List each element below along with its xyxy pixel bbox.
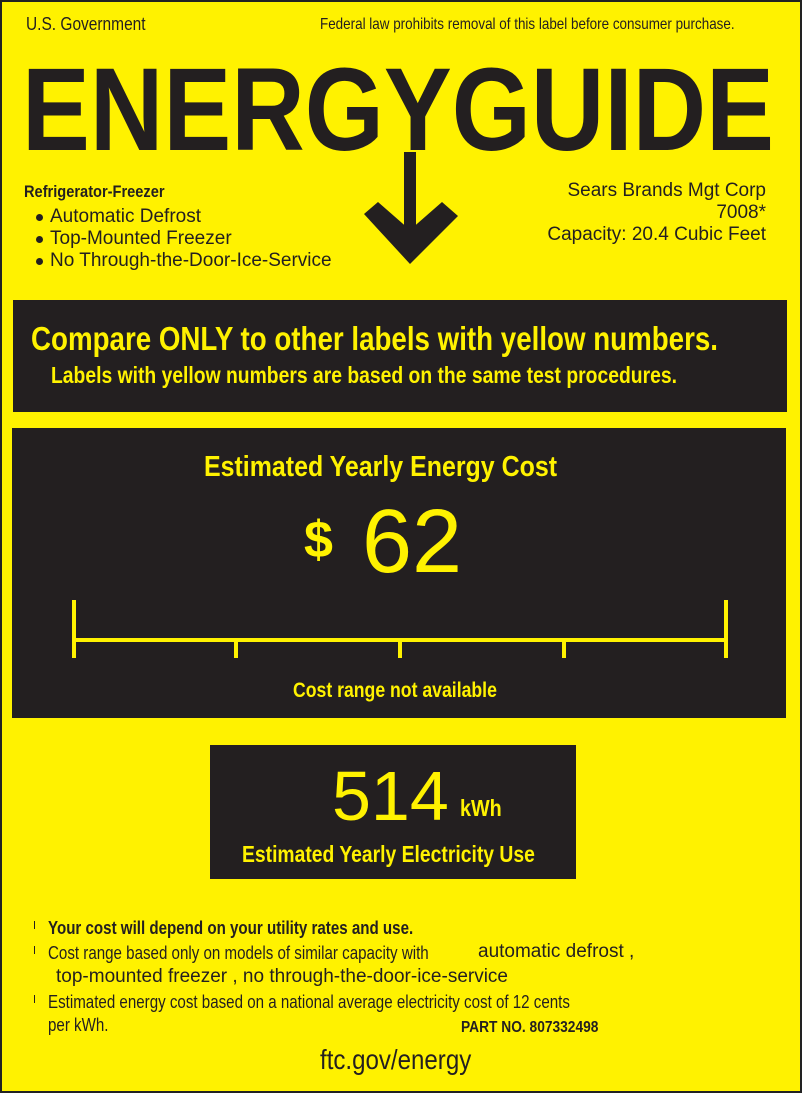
model-number: 7008* (716, 202, 766, 223)
kwh-unit: kWh (460, 795, 502, 821)
electricity-label: Estimated Yearly Electricity Use (242, 841, 535, 867)
footnote-3-cont: per kWh. (48, 1015, 109, 1035)
product-type: Refrigerator-Freezer (24, 182, 165, 201)
logo-text: ENERGYGUIDE (22, 44, 774, 176)
part-number: PART NO. 807332498 (461, 1019, 599, 1036)
kwh-value: 514 (332, 757, 449, 835)
footnote-2-features: automatic defrost , (478, 941, 635, 962)
feature-item: Top-Mounted Freezer (36, 228, 232, 249)
header-right: Federal law prohibits removal of this la… (320, 16, 735, 33)
header-left: U.S. Government (26, 14, 146, 34)
cost-value: 62 (362, 492, 463, 592)
capacity: Capacity: 20.4 Cubic Feet (547, 224, 766, 245)
electricity-panel: 514 kWh Estimated Yearly Electricity Use (210, 745, 576, 879)
footnote-3: Estimated energy cost based on a nationa… (34, 992, 669, 1013)
footnote-2: Cost range based only on models of simil… (34, 943, 501, 964)
feature-item: No Through-the-Door-Ice-Service (36, 250, 332, 271)
cost-title: Estimated Yearly Energy Cost (204, 451, 558, 483)
currency-symbol: $ (304, 511, 333, 569)
ftc-link: ftc.gov/energy (320, 1044, 472, 1075)
cost-panel: Estimated Yearly Energy Cost $ 62 Cost r… (12, 428, 786, 718)
footnote-2-features-cont: top-mounted freezer , no through-the-doo… (56, 966, 509, 987)
compare-banner: Compare ONLY to other labels with yellow… (13, 300, 787, 412)
manufacturer-info: Sears Brands Mgt Corp 7008* Capacity: 20… (547, 180, 766, 246)
energyguide-logo: ENERGYGUIDE (22, 44, 774, 264)
down-arrow-icon (364, 152, 458, 264)
footnote-1: Your cost will depend on your utility ra… (34, 918, 483, 939)
cost-range-note: Cost range not available (293, 679, 497, 702)
compare-line1: Compare ONLY to other labels with yellow… (31, 320, 719, 357)
compare-line2: Labels with yellow numbers are based on … (51, 362, 677, 388)
manufacturer-name: Sears Brands Mgt Corp (567, 180, 766, 201)
feature-item: Automatic Defrost (36, 206, 201, 227)
